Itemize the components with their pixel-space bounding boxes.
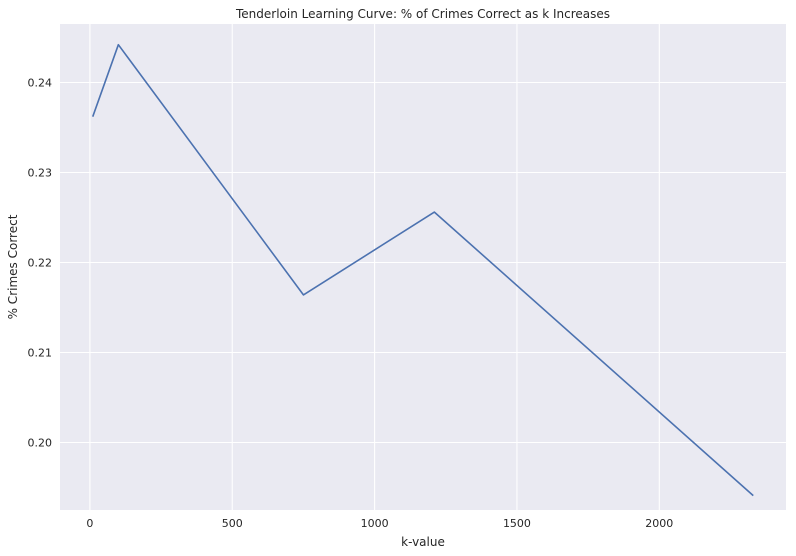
- x-tick-label: 2000: [645, 517, 673, 530]
- y-tick-label: 0.21: [28, 347, 53, 360]
- x-tick-label: 500: [222, 517, 243, 530]
- x-axis-label: k-value: [401, 535, 445, 549]
- series-lines: [91, 43, 754, 497]
- y-tick-label: 0.20: [28, 437, 53, 450]
- chart-title: Tenderloin Learning Curve: % of Crimes C…: [235, 7, 610, 21]
- x-tick-label: 1500: [503, 517, 531, 530]
- tick-labels: 0 500 1000 1500 2000 0.20 0.21 0.22 0.23 0.24: [28, 77, 674, 531]
- y-tick-label: 0.22: [28, 257, 53, 270]
- series-line: [91, 43, 754, 497]
- plot-area: [60, 24, 786, 510]
- x-tick-label: 1000: [361, 517, 389, 530]
- y-tick-label: 0.23: [28, 167, 53, 180]
- y-tick-label: 0.24: [28, 77, 53, 90]
- grid-lines: [60, 24, 786, 510]
- y-axis-label: % Crimes Correct: [6, 214, 20, 319]
- x-tick-label: 0: [86, 517, 93, 530]
